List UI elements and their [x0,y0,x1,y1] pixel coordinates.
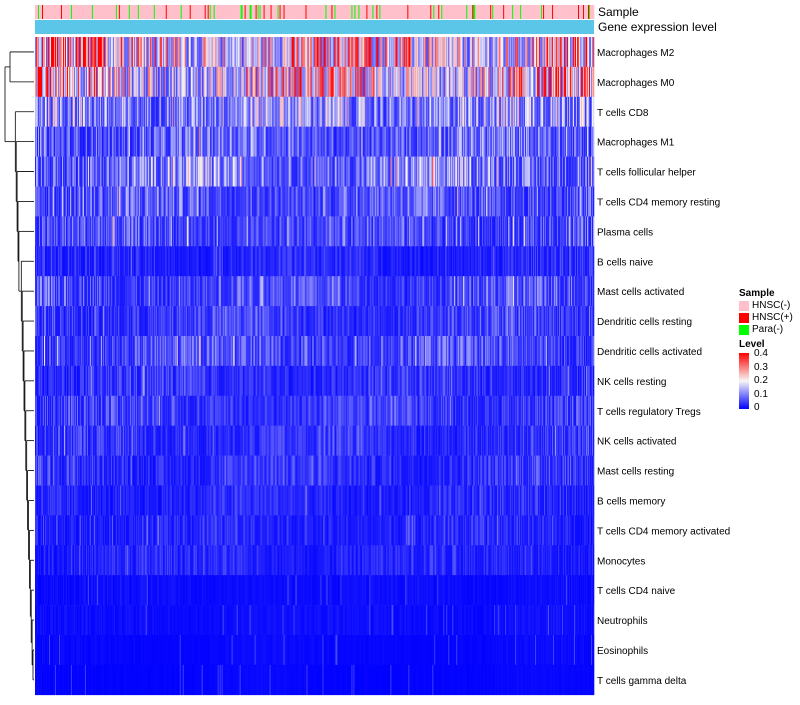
heatmap-cell [593,127,594,157]
heatmap-row [35,67,594,97]
heatmap-cells [35,37,594,695]
heatmap-row [35,157,594,187]
heatmap-cell [593,97,594,127]
row-dendrogram [5,52,34,680]
heatmap-cell [593,216,594,246]
expression-annotation-track [35,20,594,34]
heatmap-row [35,187,594,217]
sample-annotation-cell [593,5,594,19]
heatmap-cell [593,67,594,97]
heatmap-cell [593,37,594,67]
heatmap-row [35,37,594,67]
heatmap-cell [593,187,594,217]
heatmap-row [35,216,594,246]
heatmap-row [35,246,594,276]
heatmap-cell [593,157,594,187]
heatmap-row [35,97,594,127]
heatmap-row [35,127,594,157]
sample-annotation-track [35,5,594,19]
